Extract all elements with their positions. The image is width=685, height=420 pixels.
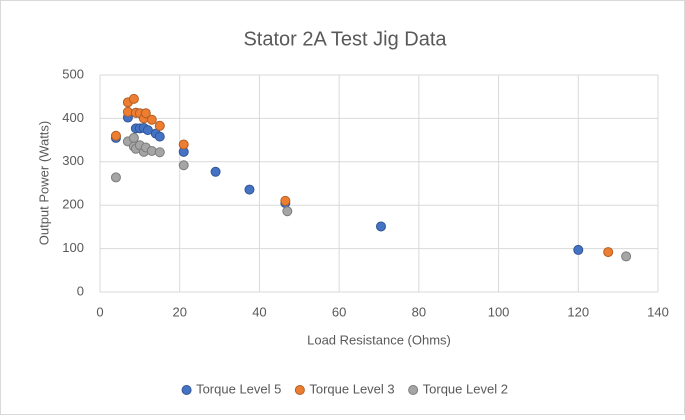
point: [154, 147, 165, 158]
point: [146, 114, 157, 125]
chart-title: Stator 2A Test Jig Data: [243, 28, 447, 50]
point: [280, 195, 291, 206]
y-tick-label: 0: [77, 283, 84, 298]
x-tick-label: 100: [488, 304, 510, 319]
point: [140, 108, 151, 119]
point: [154, 120, 165, 131]
point: [573, 244, 584, 255]
point: [210, 166, 221, 177]
point: [603, 247, 614, 258]
y-tick-label: 100: [62, 240, 84, 255]
point: [282, 206, 293, 217]
point: [375, 221, 386, 232]
x-tick-label: 80: [412, 304, 426, 319]
x-axis-title: Load Resistance (Ohms): [307, 332, 451, 347]
point: [178, 160, 189, 171]
point: [128, 132, 139, 143]
legend-marker: [294, 385, 305, 395]
x-tick-label: 0: [96, 304, 103, 319]
x-tick-label: 60: [332, 304, 346, 319]
point: [110, 130, 121, 141]
x-tick-label: 140: [647, 304, 669, 319]
y-tick-label: 400: [62, 110, 84, 125]
x-tick-label: 120: [567, 304, 589, 319]
legend-marker: [181, 385, 192, 395]
x-tick-label: 20: [172, 304, 186, 319]
point: [128, 93, 139, 104]
legend-label: Torque Level 5: [196, 381, 281, 396]
point: [178, 139, 189, 150]
point: [244, 184, 255, 195]
y-tick-label: 300: [62, 153, 84, 168]
point: [154, 131, 165, 142]
y-axis-title: Output Power (Watts): [36, 121, 51, 246]
x-tick-label: 40: [252, 304, 266, 319]
point: [110, 172, 121, 183]
legend-label: Torque Level 2: [423, 381, 508, 396]
y-tick-label: 200: [62, 197, 84, 212]
y-tick-label: 500: [62, 66, 84, 81]
legend-marker: [408, 385, 419, 395]
legend-label: Torque Level 3: [309, 381, 394, 396]
point: [621, 251, 632, 262]
